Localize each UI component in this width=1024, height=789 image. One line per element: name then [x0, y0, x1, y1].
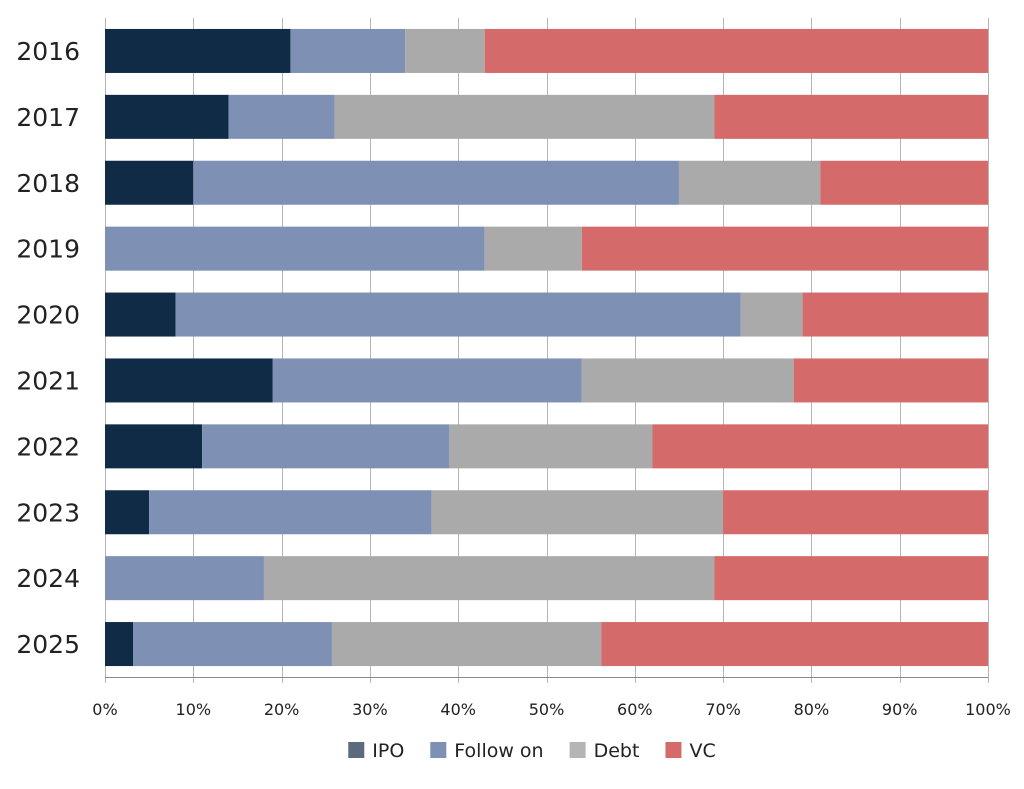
- category-label: 2022: [16, 432, 80, 461]
- bar-debt-2022: [449, 424, 653, 469]
- legend-item-ipo: IPO: [348, 740, 404, 762]
- category-label: 2019: [16, 235, 80, 264]
- category-labels: 2016 2017 2018 2019 2020 2021 2022 2023 2024 2025: [16, 37, 80, 659]
- legend-label: Follow on: [454, 740, 543, 762]
- bar-ipo-2018: [105, 160, 194, 205]
- legend-item-debt: Debt: [569, 740, 640, 762]
- legend-label: IPO: [372, 740, 404, 762]
- bar-vc-2020: [802, 292, 988, 337]
- bar-follow-on-2020: [175, 292, 741, 337]
- bar-follow-on-2023: [149, 490, 432, 535]
- bar-follow-on-2021: [272, 358, 582, 403]
- x-axis: 0% 10% 20% 30% 40% 50% 60% 70% 80% 90% 100%: [92, 677, 1011, 719]
- bar-vc-2025: [601, 622, 988, 667]
- bar-debt-2020: [740, 292, 803, 337]
- category-label: 2020: [16, 301, 80, 330]
- x-tick-label: 10%: [176, 700, 212, 719]
- x-tick-label: 50%: [529, 700, 565, 719]
- category-label: 2016: [16, 37, 80, 66]
- bar-vc-2023: [723, 490, 988, 535]
- bar-follow-on-2017: [228, 94, 335, 139]
- legend-swatch: [348, 742, 365, 758]
- category-label: 2018: [16, 169, 80, 198]
- bar-vc-2017: [714, 94, 988, 139]
- bar-debt-2017: [334, 94, 715, 139]
- category-label: 2017: [16, 103, 80, 132]
- x-tick-label: 0%: [92, 700, 117, 719]
- x-tick-label: 100%: [965, 700, 1011, 719]
- bar-ipo-2016: [105, 28, 291, 73]
- bar-follow-on-2019: [105, 226, 485, 271]
- category-label: 2025: [16, 630, 80, 659]
- category-label: 2023: [16, 498, 80, 527]
- legend: IPO Follow on Debt VC: [348, 740, 716, 762]
- bar-debt-2018: [678, 160, 821, 205]
- bar-follow-on-2025: [133, 622, 332, 667]
- bar-follow-on-2022: [202, 424, 450, 469]
- bar-vc-2022: [652, 424, 988, 469]
- legend-swatch: [569, 742, 586, 758]
- bar-debt-2023: [431, 490, 724, 535]
- x-tick-label: 90%: [882, 700, 918, 719]
- bars: [105, 28, 988, 667]
- bar-follow-on-2024: [105, 556, 264, 601]
- bar-vc-2016: [484, 28, 988, 73]
- bar-vc-2018: [820, 160, 988, 205]
- bar-debt-2016: [405, 28, 485, 73]
- bar-ipo-2020: [105, 292, 176, 337]
- x-tick-label: 60%: [617, 700, 653, 719]
- bar-follow-on-2016: [290, 28, 406, 73]
- x-tick-label: 80%: [794, 700, 830, 719]
- legend-item-vc: VC: [665, 740, 716, 762]
- bar-ipo-2022: [105, 424, 203, 469]
- bar-ipo-2023: [105, 490, 150, 535]
- legend-item-follow-on: Follow on: [430, 740, 544, 762]
- bar-vc-2019: [581, 226, 988, 271]
- bar-debt-2025: [331, 622, 602, 667]
- x-tick-label: 20%: [264, 700, 300, 719]
- bar-vc-2021: [793, 358, 988, 403]
- bar-debt-2024: [263, 556, 715, 601]
- bar-ipo-2021: [105, 358, 273, 403]
- category-label: 2021: [16, 366, 80, 395]
- bar-debt-2019: [484, 226, 582, 271]
- legend-label: Debt: [594, 740, 640, 762]
- bar-vc-2024: [714, 556, 988, 601]
- category-label: 2024: [16, 564, 80, 593]
- legend-label: VC: [689, 740, 715, 762]
- bar-debt-2021: [581, 358, 794, 403]
- legend-swatch: [665, 742, 682, 758]
- bar-follow-on-2018: [193, 160, 679, 205]
- bar-ipo-2025: [105, 622, 134, 667]
- x-tick-label: 30%: [352, 700, 388, 719]
- x-tick-label: 40%: [440, 700, 476, 719]
- legend-swatch: [430, 742, 447, 758]
- x-tick-label: 70%: [705, 700, 741, 719]
- bar-ipo-2017: [105, 94, 229, 139]
